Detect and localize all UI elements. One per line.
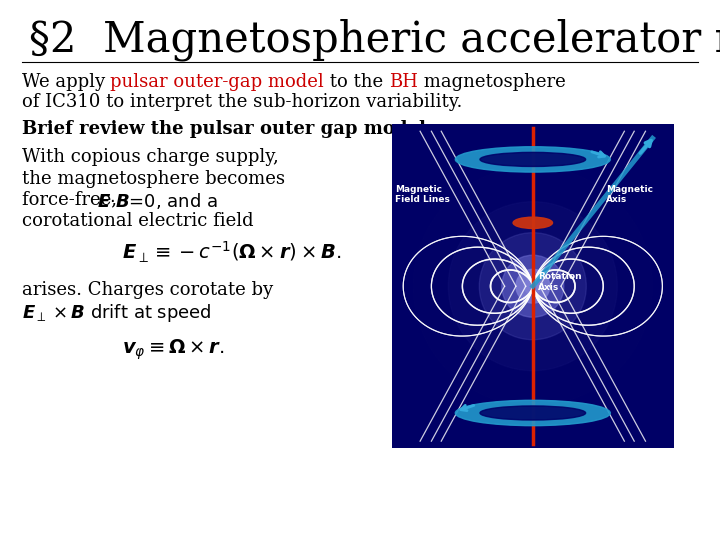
Text: force-free,: force-free,: [22, 191, 122, 208]
Ellipse shape: [480, 152, 585, 166]
Text: of IC310 to interpret the sub-horizon variability.: of IC310 to interpret the sub-horizon va…: [22, 93, 462, 111]
Text: $\boldsymbol{E}{\cdot}\boldsymbol{B}$=0, and a: $\boldsymbol{E}{\cdot}\boldsymbol{B}$=0,…: [97, 191, 218, 211]
Text: Brief review the pulsar outer gap model.: Brief review the pulsar outer gap model.: [22, 120, 432, 138]
Text: BH: BH: [389, 73, 418, 91]
Text: Rotation
Axis: Rotation Axis: [539, 272, 582, 292]
Text: to the: to the: [324, 73, 389, 91]
Text: arises. Charges corotate by: arises. Charges corotate by: [22, 281, 273, 299]
Circle shape: [524, 278, 541, 295]
Circle shape: [516, 269, 549, 303]
Circle shape: [480, 233, 586, 340]
Text: We apply: We apply: [22, 73, 110, 91]
Circle shape: [413, 166, 652, 406]
Text: magnetosphere: magnetosphere: [418, 73, 566, 91]
Text: corotational electric field: corotational electric field: [22, 212, 253, 230]
Text: $\boldsymbol{E}_\perp \equiv -c^{-1}(\boldsymbol{\Omega} \times \boldsymbol{r}) : $\boldsymbol{E}_\perp \equiv -c^{-1}(\bo…: [122, 240, 342, 266]
Ellipse shape: [455, 400, 611, 426]
Text: With copious charge supply,: With copious charge supply,: [22, 148, 279, 166]
Text: §2  Magnetospheric accelerator model: §2 Magnetospheric accelerator model: [29, 19, 720, 62]
Text: $\boldsymbol{E}_\perp \times \boldsymbol{B}$ drift at speed: $\boldsymbol{E}_\perp \times \boldsymbol…: [22, 302, 211, 324]
Text: pulsar outer-gap model: pulsar outer-gap model: [110, 73, 324, 91]
Text: $\boldsymbol{v}_\varphi \equiv \boldsymbol{\Omega} \times \boldsymbol{r}.$: $\boldsymbol{v}_\varphi \equiv \boldsymb…: [122, 338, 225, 362]
Ellipse shape: [455, 147, 611, 172]
Ellipse shape: [513, 217, 552, 228]
Circle shape: [502, 255, 564, 317]
Ellipse shape: [480, 406, 585, 420]
Text: Magnetic
Field Lines: Magnetic Field Lines: [395, 185, 449, 204]
Circle shape: [449, 201, 617, 371]
Text: the magnetosphere becomes: the magnetosphere becomes: [22, 170, 284, 187]
Text: Magnetic
Axis: Magnetic Axis: [606, 185, 653, 204]
